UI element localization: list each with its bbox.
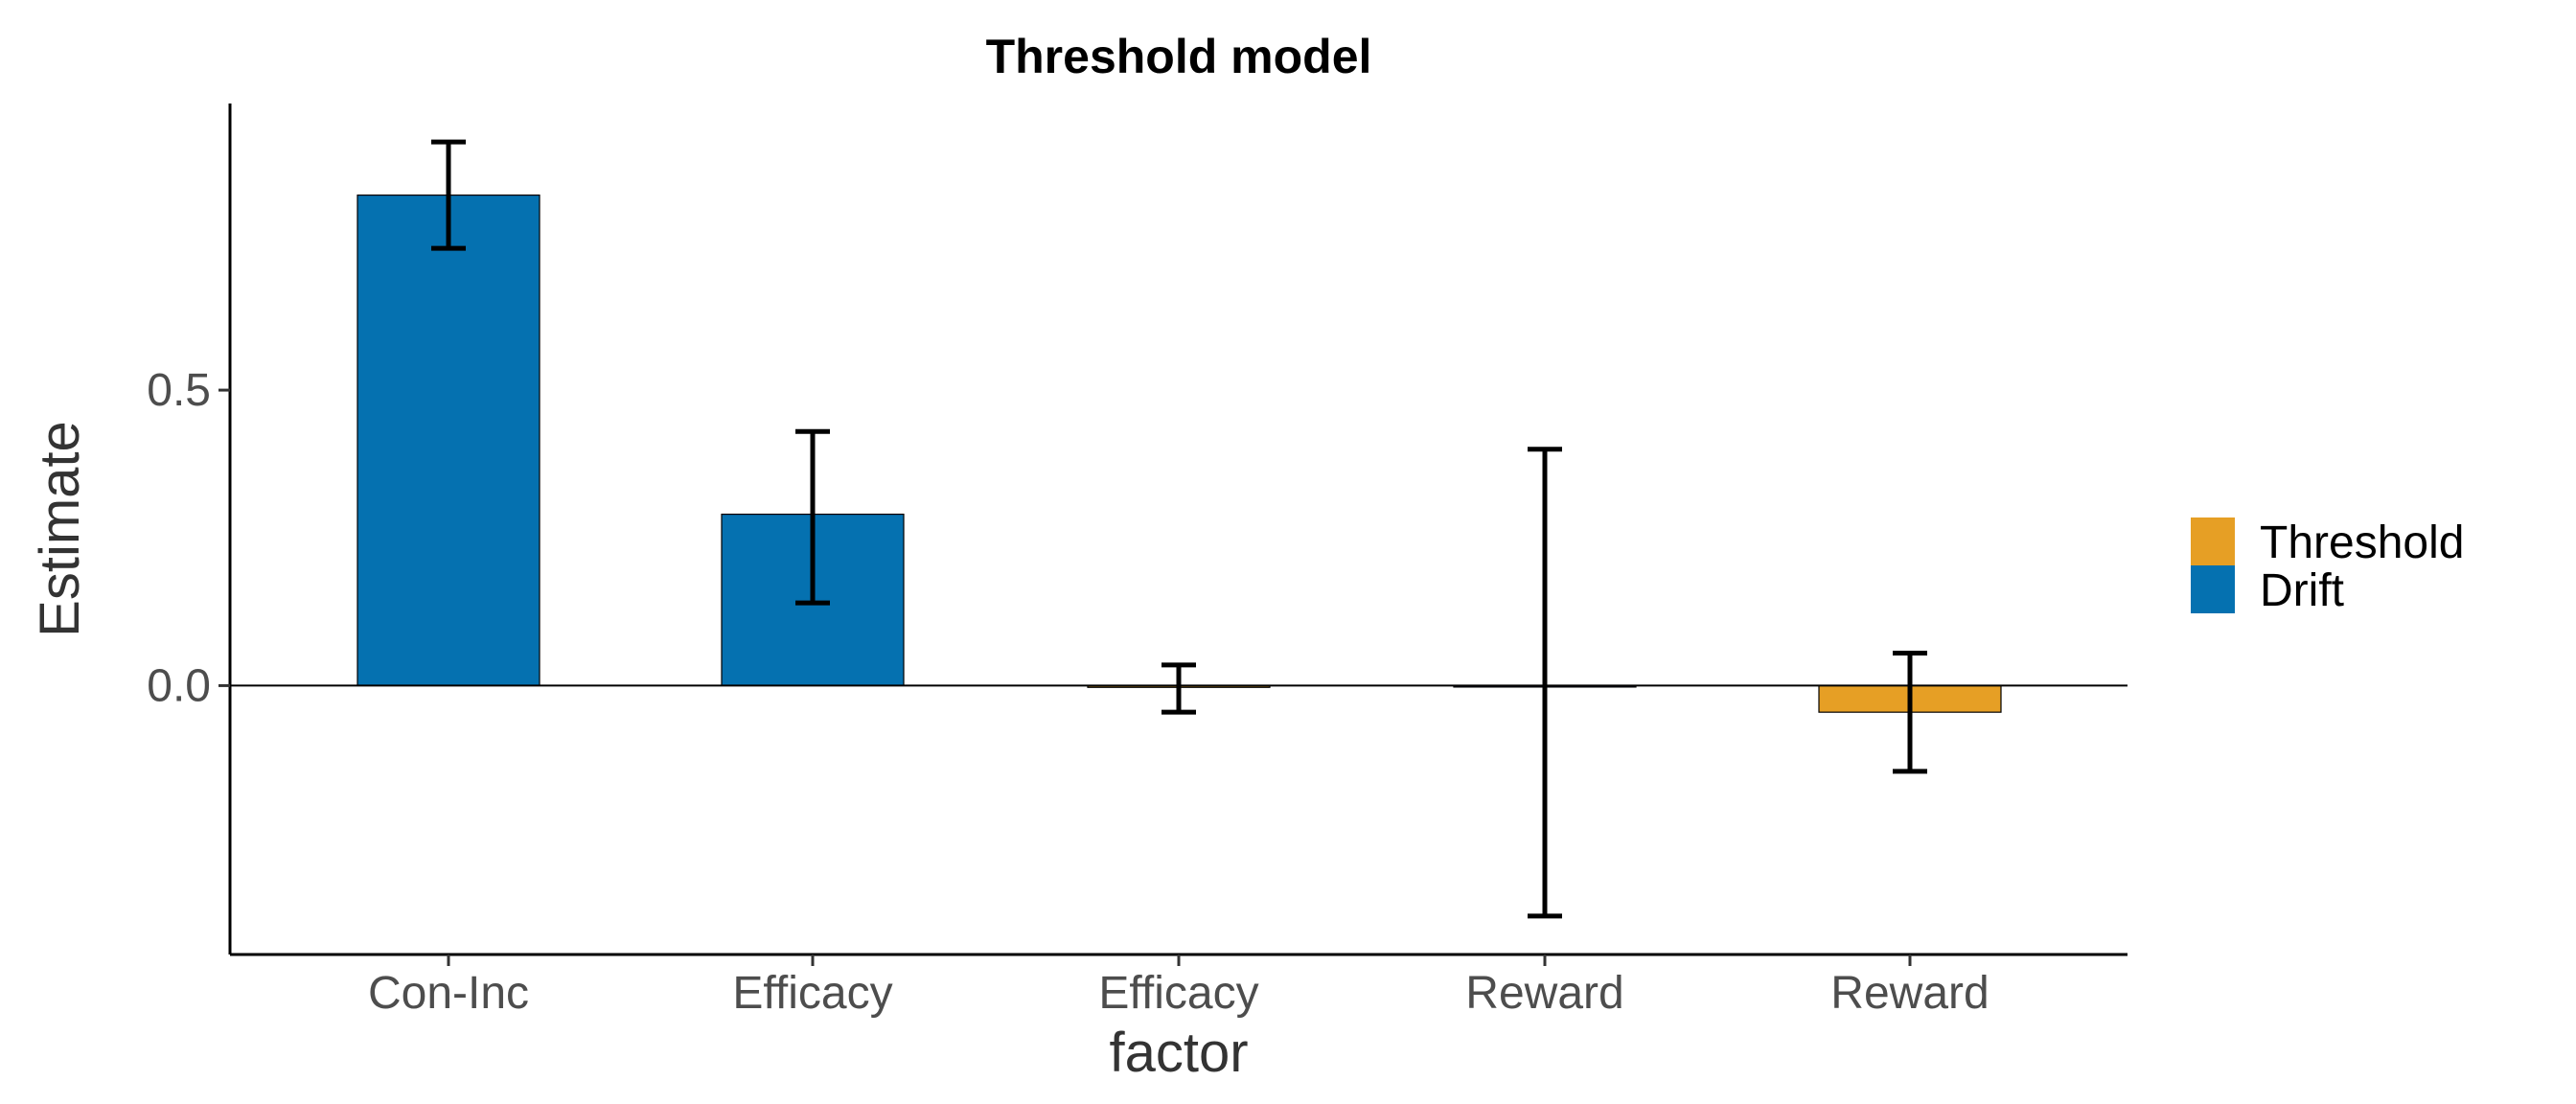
plot-area: [356, 139, 2002, 919]
x-tick-label: Efficacy: [732, 968, 892, 1019]
x-tick-label: Reward: [1465, 968, 1623, 1019]
legend-label-drift: Drift: [2260, 565, 2344, 616]
legend-swatch-threshold: [2191, 518, 2235, 565]
y-tick-label: 0.5: [147, 365, 211, 416]
error-bar-3: [1162, 662, 1196, 715]
bar-1-drift: [356, 194, 540, 687]
legend-label-threshold: Threshold: [2260, 518, 2464, 568]
chart-title: Threshold model: [986, 30, 1372, 83]
y-axis-title: Estimate: [29, 421, 91, 637]
x-axis-title: factor: [1109, 1022, 1248, 1084]
x-tick-label: Efficacy: [1098, 968, 1258, 1019]
error-bar-1: [431, 139, 466, 251]
legend-swatch-drift: [2191, 565, 2235, 613]
x-axis-ticks: Con-Inc Efficacy Efficacy Reward Reward: [368, 954, 1990, 1019]
error-bar-5: [1893, 651, 1927, 774]
error-bar-4: [1528, 447, 1562, 919]
x-tick-label: Reward: [1830, 968, 1989, 1019]
y-tick-label: 0.0: [147, 660, 211, 711]
y-axis-ticks: 0.0 0.5: [147, 365, 230, 711]
error-bar-2: [795, 428, 830, 606]
x-tick-label: Con-Inc: [368, 968, 529, 1019]
